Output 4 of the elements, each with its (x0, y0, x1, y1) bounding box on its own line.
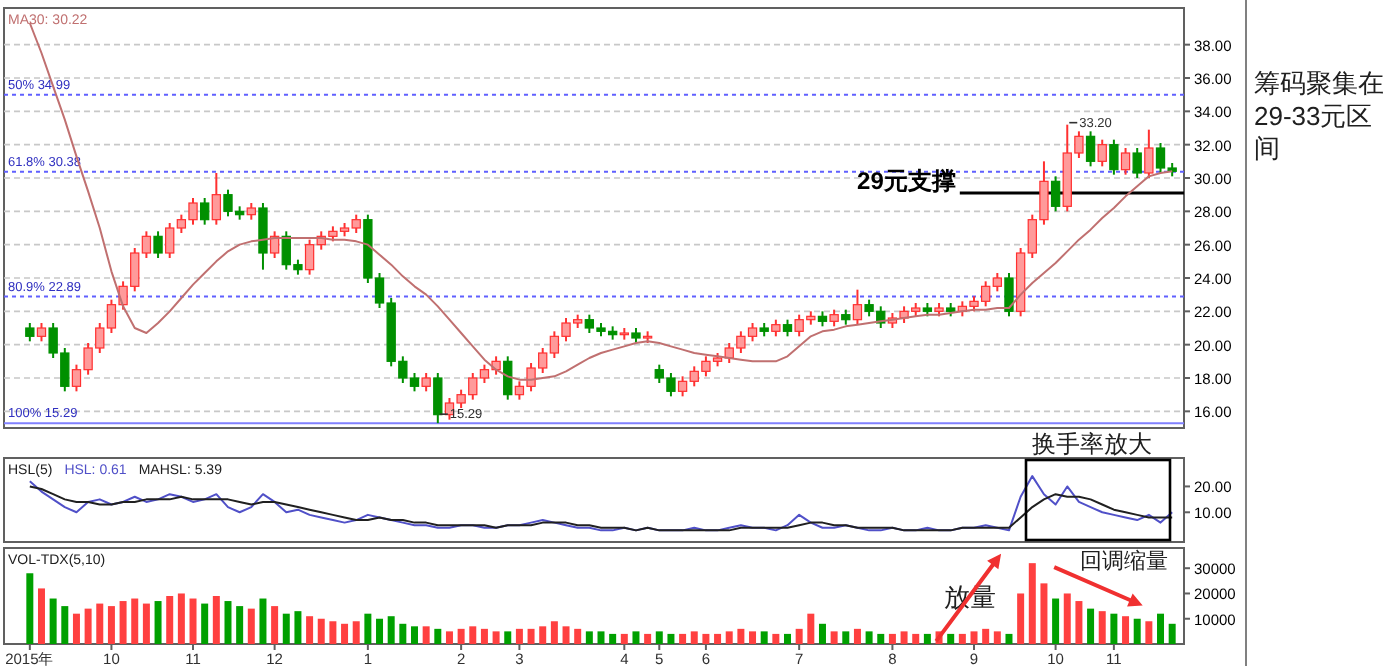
annotation: 回调缩量 (1080, 548, 1168, 574)
ref-line-label: 29元支撑 (857, 167, 956, 195)
annotation: 换手率放大 (1032, 430, 1152, 458)
text: 筹码聚集在29-33元区间 (1254, 68, 1384, 163)
